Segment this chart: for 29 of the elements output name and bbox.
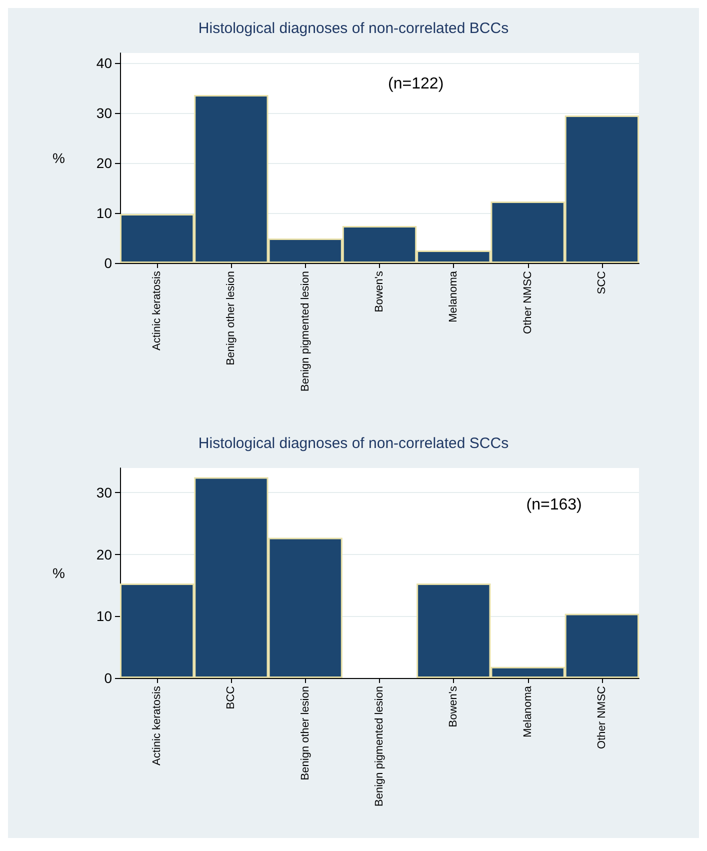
y-tick-label: 20 bbox=[96, 546, 112, 562]
x-tick-label: Benign other lesion bbox=[225, 271, 238, 366]
x-tick-label: Benign pigmented lesion bbox=[299, 271, 312, 392]
chart-title: Histological diagnoses of non-correlated SCCs bbox=[198, 435, 509, 452]
x-tick-label: SCC bbox=[596, 270, 608, 294]
y-axis-title: % bbox=[52, 565, 65, 581]
y-tick-label: 10 bbox=[96, 608, 112, 624]
x-tick-label: Benign other lesion bbox=[299, 686, 312, 780]
x-tick-label: BCC bbox=[225, 686, 238, 710]
y-tick-label: 30 bbox=[96, 105, 112, 121]
y-tick-label: 0 bbox=[104, 255, 112, 271]
x-tick-label: Benign pigmented lesion bbox=[374, 686, 386, 806]
chart-title: Histological diagnoses of non-correlated BCCs bbox=[198, 20, 509, 37]
x-tick-label: Melanoma bbox=[522, 685, 534, 738]
y-axis-title: % bbox=[52, 150, 65, 166]
x-tick-label: Bowen's bbox=[448, 686, 460, 728]
y-tick-label: 0 bbox=[104, 670, 112, 686]
y-tick-label: 20 bbox=[96, 155, 112, 171]
x-tick-label: Actinic keratosis bbox=[151, 686, 164, 766]
x-tick-label: Actinic keratosis bbox=[151, 270, 164, 350]
y-tick-label: 30 bbox=[96, 484, 112, 501]
y-tick-label: 40 bbox=[96, 55, 112, 71]
x-tick-label: Other NMSC bbox=[596, 686, 608, 749]
annotation: (n=122) bbox=[388, 76, 444, 92]
x-tick-label: Other NMSC bbox=[522, 270, 534, 334]
x-tick-label: Bowen's bbox=[374, 270, 386, 312]
annotation: (n=163) bbox=[526, 496, 582, 514]
y-tick-label: 10 bbox=[96, 205, 112, 221]
x-tick-label: Melanoma bbox=[448, 270, 460, 322]
